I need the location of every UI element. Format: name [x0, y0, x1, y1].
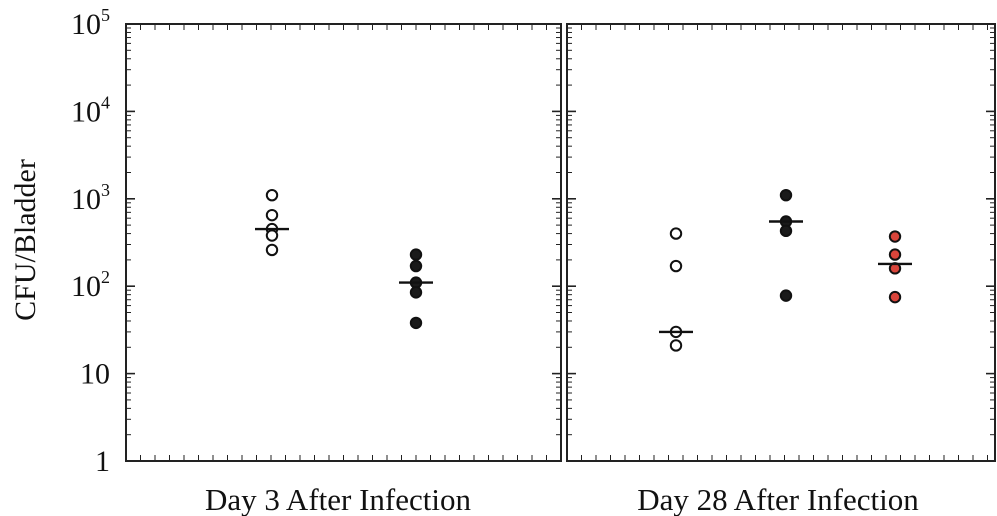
data-point: [779, 188, 793, 202]
y-tick-label: 103: [71, 180, 110, 216]
data-point: [265, 208, 279, 222]
panel-1-border: [125, 23, 562, 462]
data-point: [669, 227, 683, 240]
data-point: [888, 290, 902, 304]
data-point: [779, 224, 793, 238]
y-tick-label: 10: [80, 358, 110, 391]
data-point: [409, 248, 423, 261]
y-tick-label: 102: [71, 267, 110, 303]
chart-frame: [125, 23, 996, 462]
y-tick-label: 1: [95, 445, 110, 478]
panel-1-x-label: Day 3 After Infection: [205, 482, 471, 516]
y-tick-label: 105: [71, 5, 110, 41]
data-point: [409, 286, 423, 299]
y-axis-label: CFU/Bladder: [9, 159, 42, 321]
data-point: [265, 188, 279, 202]
data-point: [669, 339, 683, 352]
data-point: [265, 243, 279, 257]
data-point: [888, 248, 902, 261]
data-point: [265, 229, 279, 242]
panel-2-border: [566, 23, 996, 462]
axis-ticks: [126, 23, 995, 462]
data-point: [409, 259, 423, 273]
data-point: [669, 259, 683, 273]
data-point: [779, 289, 793, 302]
y-tick-label: 104: [71, 92, 110, 128]
y-tick-labels: 1 10 102 103 104 105: [71, 5, 110, 478]
data-marks: [255, 188, 912, 352]
panel-2-x-label: Day 28 After Infection: [637, 482, 919, 516]
data-point: [888, 230, 902, 243]
data-point: [409, 316, 423, 330]
